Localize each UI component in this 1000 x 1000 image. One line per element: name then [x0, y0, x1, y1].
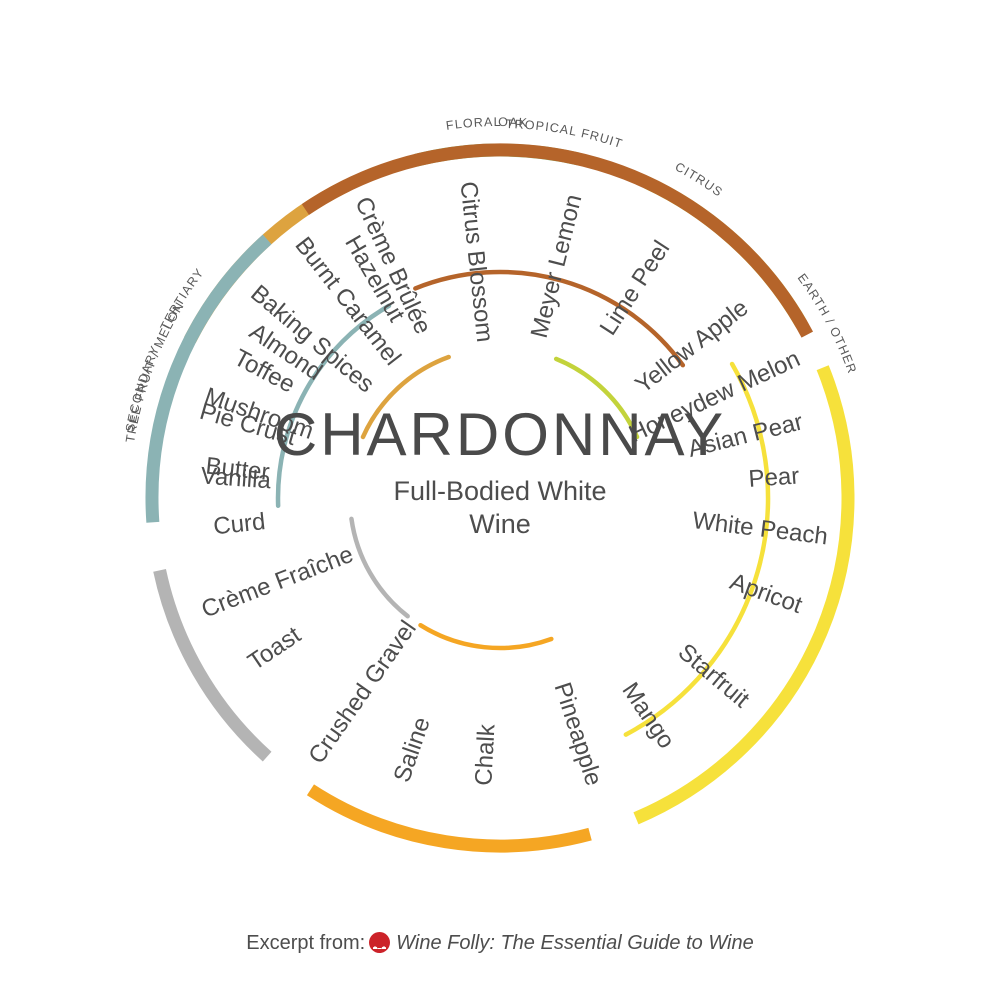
aroma-label: Apricot: [726, 568, 806, 619]
aroma-label: Toast: [243, 621, 306, 676]
category-band: [153, 568, 272, 762]
aroma-label: Saline: [388, 714, 435, 786]
category-band: [301, 143, 814, 338]
footer-prefix: Excerpt from:: [246, 932, 366, 954]
aroma-label: Lime Peel: [595, 236, 676, 340]
aroma-label: White Peach: [691, 507, 829, 550]
category-label: FLORAL: [445, 115, 502, 133]
footer-source: Wine Folly: The Essential Guide to Wine: [396, 932, 754, 954]
category-band: [633, 365, 855, 825]
footer: Excerpt from: Wine Folly: The Essential G…: [0, 932, 1000, 955]
category-bands: [145, 143, 855, 853]
aroma-label: Curd: [212, 508, 267, 540]
category-inner-arc: [418, 622, 554, 651]
category-inner-arc: [413, 269, 686, 368]
aroma-label: Citrus Blossom: [454, 180, 498, 343]
aroma-label: Mango: [616, 678, 679, 754]
category-band: [145, 234, 272, 523]
category-inner-arcs: [275, 269, 771, 737]
aroma-label: Pineapple: [549, 679, 608, 789]
category-inner-arc: [623, 361, 771, 737]
wine-folly-logo-icon: [369, 932, 391, 953]
aroma-label: Crème Fraîche: [198, 541, 357, 624]
aroma-label: Starfruit: [673, 638, 755, 713]
category-label: OAK: [498, 115, 528, 130]
aroma-label: Meyer Lemon: [526, 192, 588, 341]
aroma-label: Pear: [748, 462, 800, 492]
category-inner-arc: [349, 516, 410, 619]
category-band: [306, 784, 592, 853]
category-inner-arc: [360, 354, 451, 440]
aroma-label: Chalk: [470, 723, 500, 787]
category-inner-arc: [553, 356, 640, 440]
aroma-label: Vanilla: [200, 462, 273, 494]
aroma-label: Butter: [204, 452, 271, 486]
category-inner-arc: [275, 303, 392, 508]
